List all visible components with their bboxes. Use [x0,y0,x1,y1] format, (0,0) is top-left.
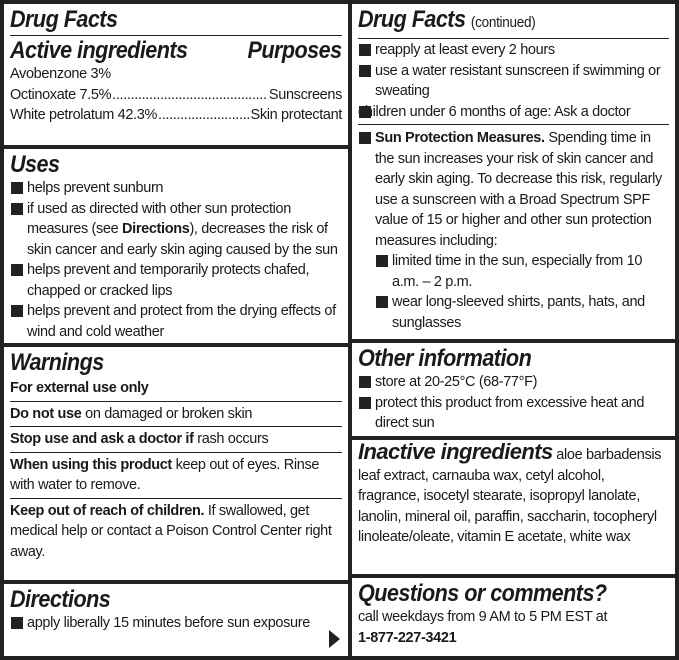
ingredient-row: White petrolatum 42.3%Skin protectant [10,105,342,126]
questions-section: Questions or comments? call weekdays fro… [352,578,675,656]
phone-number[interactable]: 1-877-227-3421 [358,629,457,646]
warnings-section: Warnings For external use only Do not us… [4,347,348,580]
list-item: protect this product from excessive heat… [358,393,669,434]
inactive-ingredients-section: Inactive ingredients aloe barbadensis le… [352,440,675,574]
questions-heading: Questions or comments? [358,580,607,607]
continued-section: Drug Facts (continued) reapply at least … [352,4,675,339]
uses-section: Uses helps prevent sunburn if used as di… [4,149,348,343]
list-item: apply liberally 15 minutes before sun ex… [10,613,342,634]
list-item: wear long-sleeved shirts, pants, hats, a… [375,292,669,333]
list-item: helps prevent sunburn [10,178,342,199]
active-heading: Active ingredients [10,37,188,64]
list-item: limited time in the sun, especially from… [375,251,669,292]
list-item: helps prevent and temporarily protects c… [10,260,342,301]
warnings-heading: Warnings [10,349,104,376]
title: Drug Facts [10,6,118,33]
list-item: Sun Protection Measures. Spending time i… [358,128,669,251]
list-item: use a water resistant sunscreen if swimm… [358,61,669,102]
directions-heading: Directions [10,586,111,613]
inactive-text: aloe barbadensis leaf extract, carnauba … [358,447,662,545]
questions-text: call weekdays from 9 AM to 5 PM EST at [358,609,608,625]
continued-heading: Drug Facts (continued) [358,6,536,33]
warning-item: When using this product keep out of eyes… [10,453,342,499]
list-item: if used as directed with other sun prote… [10,199,342,261]
inactive-heading: Inactive ingredients [358,440,553,464]
directions-section: Directions apply liberally 15 minutes be… [4,584,348,656]
ingredient-row: Octinoxate 7.5%Sunscreens [10,85,342,106]
purposes-heading: Purposes [247,37,343,64]
warning-item: For external use only [10,376,342,402]
list-item: children under 6 months of age: Ask a do… [358,102,669,125]
arrow-right-icon [329,630,340,648]
warning-item: Do not use on damaged or broken skin [10,402,342,427]
other-heading: Other information [358,345,532,372]
ingredient-row: Avobenzone 3% [10,66,111,82]
warning-item: Keep out of reach of children. If swallo… [10,502,332,560]
other-information-section: Other information store at 20-25°C (68-7… [352,343,675,436]
warning-item: Stop use and ask a doctor if rash occurs [10,427,342,453]
list-item: store at 20-25°C (68-77°F) [358,372,669,393]
list-item: helps prevent and protect from the dryin… [10,301,342,342]
list-item: reapply at least every 2 hours [358,40,669,61]
active-ingredients-section: Drug Facts Active ingredients Purposes Av… [4,4,348,145]
uses-heading: Uses [10,151,60,178]
